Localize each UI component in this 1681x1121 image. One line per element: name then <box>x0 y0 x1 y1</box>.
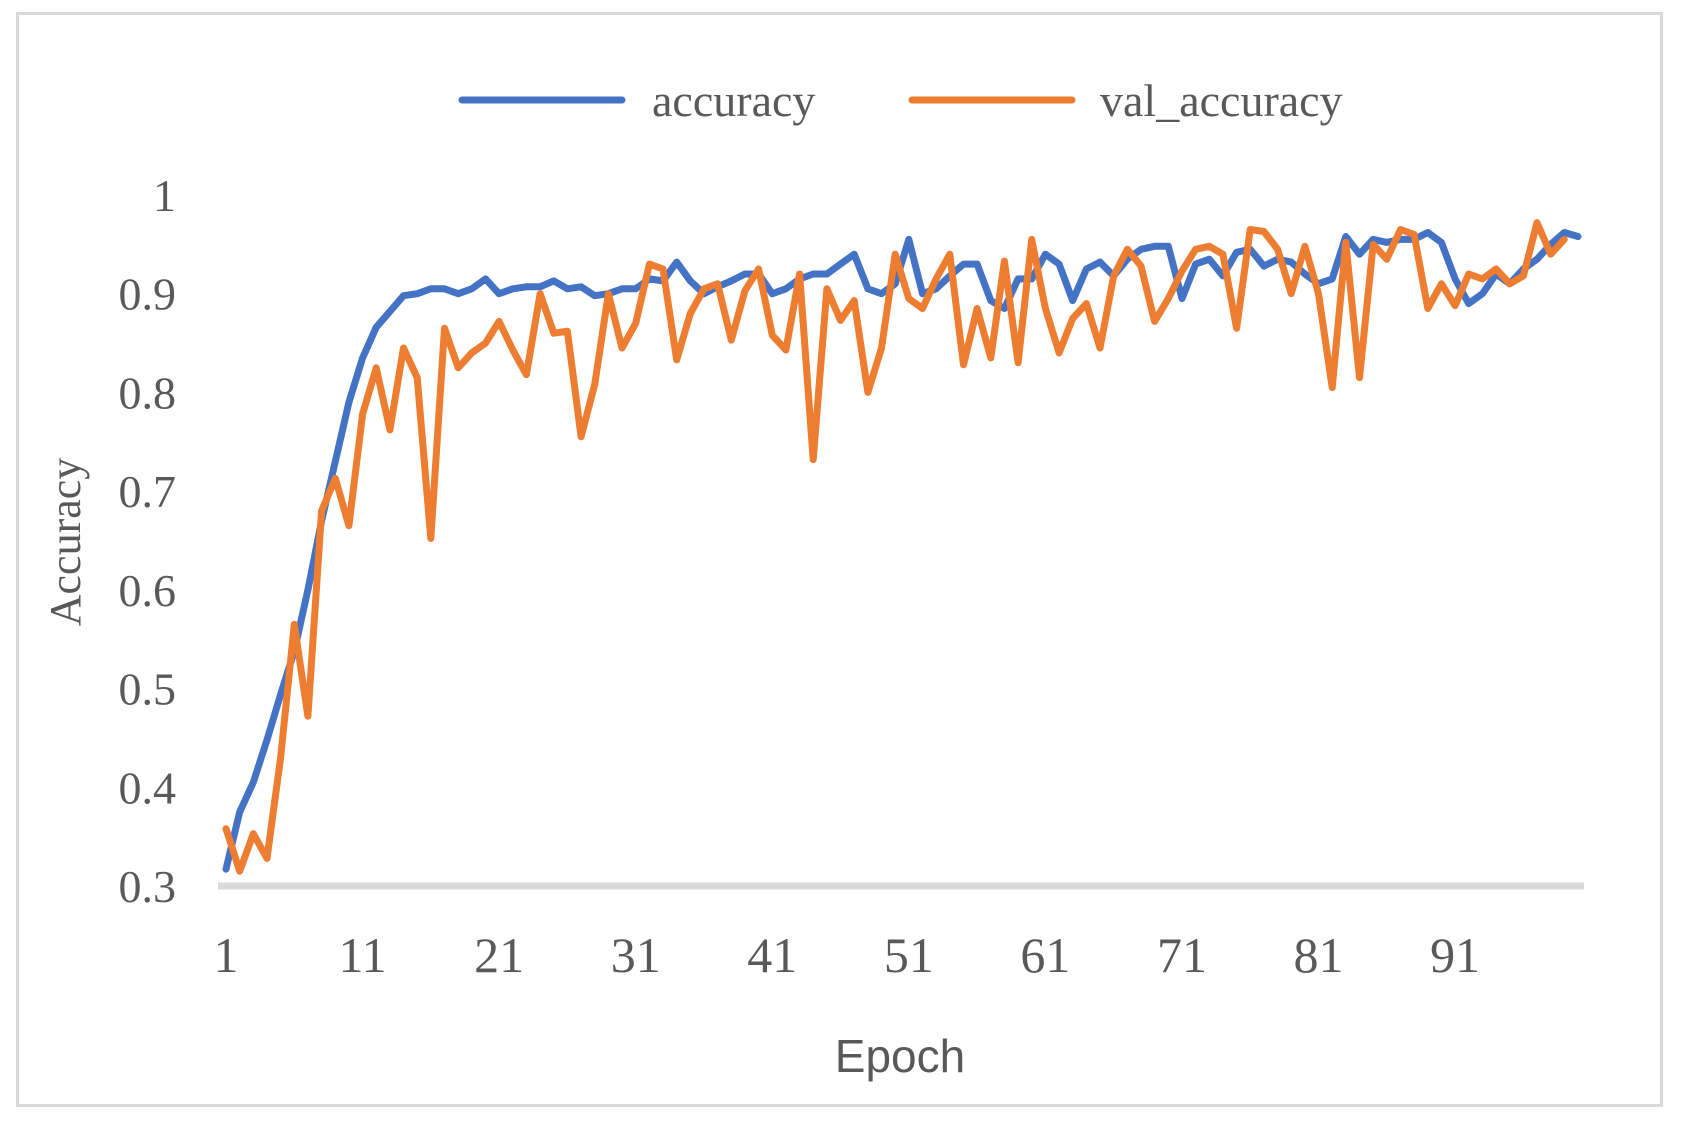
y-tick-label: 0.5 <box>119 664 177 715</box>
series-line-accuracy <box>226 233 1578 870</box>
x-tick-label: 41 <box>747 927 797 983</box>
y-tick-label: 1 <box>153 170 176 221</box>
y-tick-label: 0.8 <box>119 367 177 418</box>
series-line-val-accuracy <box>226 223 1564 872</box>
legend-label-val-accuracy: val_accuracy <box>1100 75 1343 126</box>
x-tick-label: 21 <box>474 927 524 983</box>
y-tick-label: 0.6 <box>119 565 177 616</box>
x-tick-label: 51 <box>884 927 934 983</box>
y-tick-label: 0.4 <box>119 762 177 813</box>
series-lines <box>226 223 1578 872</box>
x-axis-title: Epoch <box>835 1030 965 1082</box>
x-axis-ticks: 1 11 21 31 41 51 61 71 81 91 <box>214 927 1481 983</box>
y-axis-title: Accuracy <box>41 458 90 627</box>
chart-legend: accuracy val_accuracy <box>462 75 1343 126</box>
x-tick-label: 71 <box>1157 927 1207 983</box>
x-tick-label: 61 <box>1020 927 1070 983</box>
y-tick-label: 0.3 <box>119 861 177 912</box>
x-tick-label: 11 <box>338 927 386 983</box>
y-axis-ticks: 0.3 0.4 0.5 0.6 0.7 0.8 0.9 1 <box>119 170 177 912</box>
x-tick-label: 1 <box>214 927 239 983</box>
y-tick-label: 0.9 <box>119 269 177 320</box>
x-tick-label: 81 <box>1294 927 1344 983</box>
x-tick-label: 91 <box>1430 927 1480 983</box>
y-tick-label: 0.7 <box>119 466 177 517</box>
legend-label-accuracy: accuracy <box>652 75 815 126</box>
x-tick-label: 31 <box>611 927 661 983</box>
